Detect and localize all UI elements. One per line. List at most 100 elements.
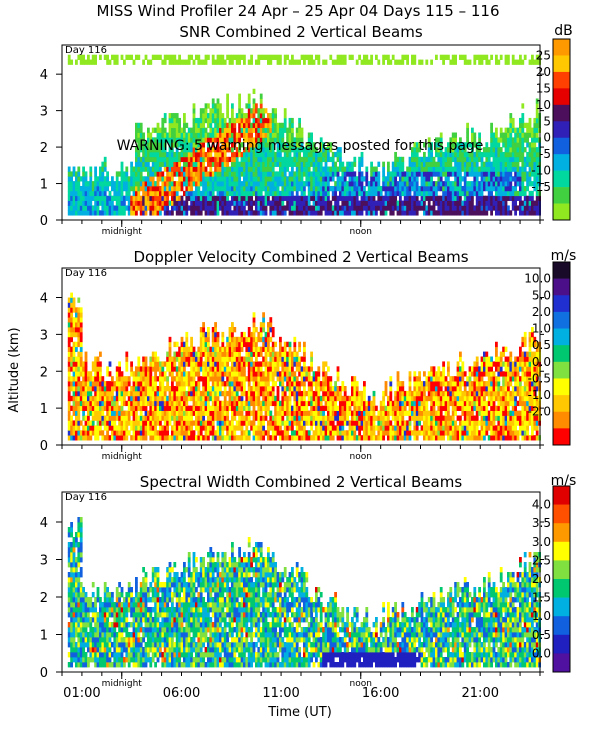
heatmap-cell — [303, 435, 306, 441]
heatmap-cell — [187, 166, 191, 172]
heatmap-cell — [259, 171, 263, 177]
heatmap-cell — [267, 181, 270, 187]
heatmap-cell — [161, 425, 165, 431]
heatmap-cell — [243, 132, 246, 138]
heatmap-cell — [317, 156, 321, 163]
heatmap-cell — [348, 190, 352, 197]
heatmap-cell — [219, 190, 222, 197]
heatmap-cell — [473, 137, 477, 143]
heatmap-cell — [281, 395, 285, 402]
heatmap-cell — [329, 147, 333, 153]
heatmap-cell — [257, 113, 261, 119]
heatmap-cell — [147, 425, 150, 431]
heatmap-cell — [137, 127, 141, 133]
heatmap-cell — [79, 200, 83, 206]
heatmap-cell — [439, 54, 443, 60]
heatmap-cell — [240, 346, 244, 352]
heatmap-cell — [274, 185, 277, 192]
colorbar-label: -15 — [531, 180, 551, 194]
heatmap-cell — [348, 176, 352, 182]
heatmap-cell — [269, 317, 273, 323]
heatmap-cell — [89, 390, 93, 397]
heatmap-cell — [166, 430, 169, 436]
heatmap-cell — [192, 205, 196, 211]
heatmap-cell — [185, 341, 189, 348]
heatmap-cell — [91, 210, 95, 216]
heatmap-cell — [535, 190, 539, 197]
heatmap-cell — [281, 386, 285, 392]
heatmap-cell — [118, 361, 121, 367]
heatmap-cell — [175, 356, 179, 362]
heatmap-cell — [154, 171, 157, 177]
heatmap-cell — [243, 341, 246, 348]
heatmap-cell — [115, 176, 119, 182]
heatmap-cell — [339, 195, 342, 201]
heatmap-cell — [75, 190, 78, 197]
heatmap-cell — [180, 361, 184, 367]
heatmap-cell — [159, 200, 162, 206]
heatmap-cell — [276, 147, 280, 153]
heatmap-cell — [139, 147, 143, 153]
heatmap-cell — [382, 166, 385, 172]
heatmap-cell — [209, 356, 213, 362]
heatmap-cell — [221, 195, 225, 201]
heatmap-cell — [87, 181, 90, 187]
heatmap-cell — [159, 400, 162, 407]
heatmap-cell — [204, 210, 208, 216]
heatmap-cell — [276, 137, 280, 143]
heatmap-cell — [283, 113, 287, 119]
heatmap-cell — [216, 435, 220, 441]
heatmap-cell — [264, 351, 268, 357]
heatmap-cell — [99, 366, 102, 372]
heatmap-cell — [209, 361, 213, 367]
heatmap-cell — [94, 166, 97, 172]
heatmap-cell — [154, 127, 157, 133]
heatmap-cell — [533, 151, 537, 158]
heatmap-cell — [111, 185, 114, 192]
heatmap-cell — [295, 430, 299, 436]
heatmap-cell — [149, 381, 153, 387]
heatmap-cell — [228, 390, 232, 397]
heatmap-cell — [279, 400, 282, 407]
heatmap-cell — [190, 390, 193, 397]
heatmap-cell — [202, 331, 205, 338]
heatmap-cell — [216, 147, 220, 153]
heatmap-cell — [490, 151, 493, 158]
heatmap-cell — [171, 59, 174, 65]
heatmap-cell — [103, 405, 107, 411]
heatmap-cell — [159, 210, 162, 216]
heatmap-cell — [317, 190, 321, 197]
heatmap-cell — [341, 200, 345, 206]
heatmap-cell — [322, 190, 325, 197]
heatmap-cell — [202, 415, 205, 421]
heatmap-cell — [360, 185, 364, 192]
heatmap-cell — [207, 381, 210, 387]
heatmap-cell — [137, 386, 141, 392]
heatmap-cell — [199, 400, 203, 407]
heatmap-cell — [375, 54, 378, 60]
heatmap-cell — [406, 181, 409, 187]
heatmap-cell — [269, 210, 273, 216]
heatmap-cell — [127, 410, 131, 416]
heatmap-cell — [490, 185, 493, 192]
heatmap-cell — [187, 390, 191, 397]
heatmap-cell — [75, 381, 78, 387]
heatmap-cell — [178, 185, 181, 192]
heatmap-cell — [135, 122, 138, 129]
heatmap-cell — [204, 59, 208, 65]
heatmap-cell — [221, 361, 225, 367]
heatmap-cell — [528, 122, 532, 129]
heatmap-cell — [77, 351, 81, 357]
heatmap-cell — [519, 117, 522, 124]
heatmap-cell — [108, 420, 112, 426]
heatmap-cell — [199, 425, 203, 431]
heatmap-cell — [511, 122, 515, 129]
heatmap-cell — [370, 176, 373, 182]
heatmap-cell — [303, 210, 306, 216]
heatmap-cell — [430, 181, 433, 187]
heatmap-cell — [175, 430, 179, 436]
heatmap-cell — [286, 181, 289, 187]
heatmap-cell — [202, 171, 205, 177]
heatmap-cell — [447, 195, 450, 201]
heatmap-cell — [286, 425, 289, 431]
